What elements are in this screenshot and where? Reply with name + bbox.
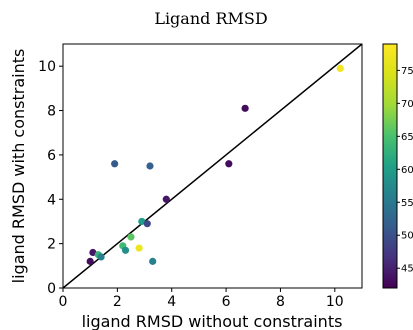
identity-reference-line (63, 44, 362, 288)
x-axis-ticks: 0 2 4 6 8 10 (59, 288, 344, 310)
data-point (89, 248, 97, 257)
data-point (135, 244, 143, 252)
colorbar-tick-label: 50 (401, 231, 413, 242)
colorbar-ticks: 45 50 55 60 65 70 75 (397, 66, 413, 275)
x-tick-label: 10 (326, 294, 344, 310)
data-point (111, 160, 119, 168)
y-tick-label: 2 (47, 237, 56, 253)
colorbar-gradient (382, 43, 398, 289)
y-axis-ticks: 0 2 4 6 8 10 (38, 59, 63, 297)
data-point (143, 220, 151, 228)
y-tick-label: 4 (47, 192, 56, 208)
y-tick-label: 0 (47, 281, 56, 297)
data-point (162, 195, 170, 203)
plot-area: 0 2 4 6 8 10 0 2 4 6 8 10 (38, 43, 363, 310)
data-point (138, 217, 146, 226)
chart-title: Ligand RMSD (154, 9, 267, 28)
x-tick-label: 4 (167, 294, 176, 310)
data-point (336, 64, 344, 72)
x-tick-label: 0 (59, 294, 68, 310)
y-tick-label: 10 (38, 59, 56, 75)
data-point (149, 257, 157, 265)
data-point (241, 104, 249, 112)
colorbar-tick-label: 70 (401, 99, 413, 110)
colorbar-tick-label: 55 (401, 198, 413, 209)
x-tick-label: 2 (113, 294, 122, 310)
x-tick-label: 6 (222, 294, 231, 310)
x-tick-label: 8 (276, 294, 285, 310)
y-tick-label: 8 (47, 104, 56, 120)
data-point (97, 253, 105, 261)
y-axis-label: ligand RMSD with constraints (9, 49, 28, 284)
data-point (121, 246, 130, 254)
data-point (225, 160, 233, 168)
data-point (146, 162, 154, 170)
data-points (86, 64, 344, 265)
y-tick-label: 6 (47, 148, 56, 164)
colorbar: 45 50 55 60 65 70 75 (382, 43, 413, 289)
colorbar-tick-label: 65 (401, 132, 413, 143)
x-axis-label: ligand RMSD without constraints (82, 312, 343, 330)
data-point (86, 257, 94, 265)
data-point (127, 233, 135, 241)
colorbar-tick-label: 45 (401, 264, 413, 275)
colorbar-tick-label: 60 (401, 165, 413, 176)
colorbar-tick-label: 75 (401, 66, 413, 77)
